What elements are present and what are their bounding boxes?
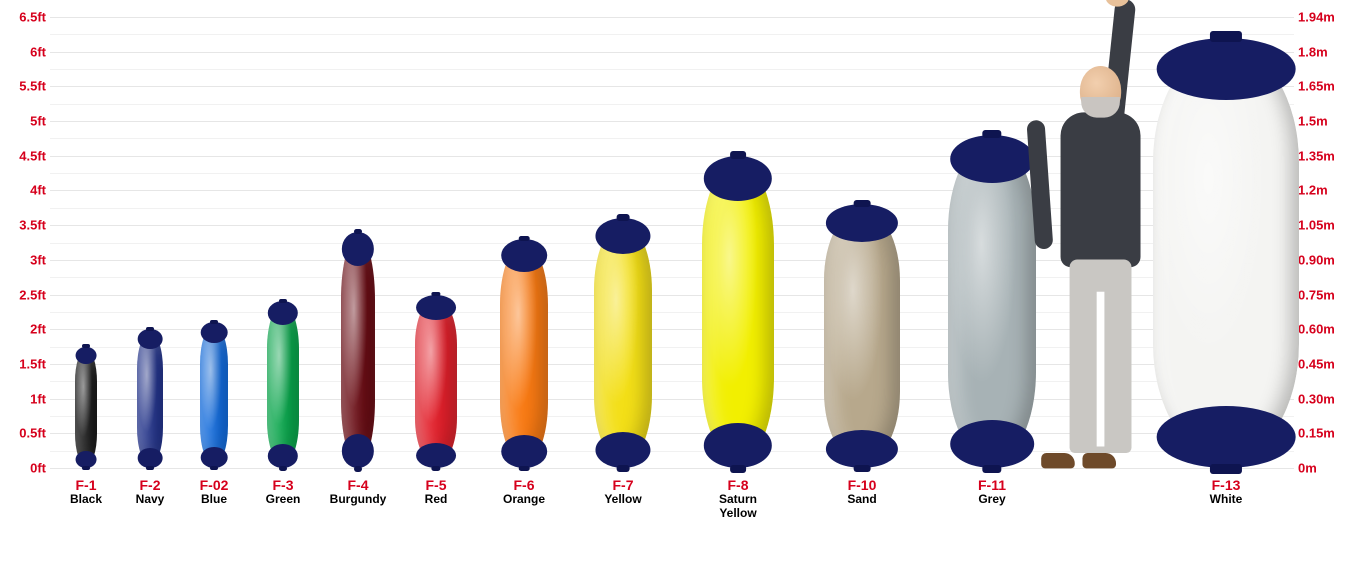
item-label: F-1Black <box>70 478 102 507</box>
item-label: F-02Blue <box>200 478 229 507</box>
fender-f-02 <box>200 322 228 468</box>
item-name: Grey <box>978 493 1006 506</box>
fender-f-3 <box>267 301 299 468</box>
axis-left-label: 3ft <box>30 252 46 267</box>
item-label: F-2Navy <box>136 478 165 507</box>
item-name: Orange <box>503 493 545 506</box>
axis-right-label: 1.94m <box>1298 10 1335 25</box>
item-name: Burgundy <box>330 493 387 506</box>
item-code: F-4 <box>330 478 387 493</box>
item-label: F-13White <box>1210 478 1243 507</box>
fender-f-6 <box>500 239 548 468</box>
axis-right-label: 1.8m <box>1298 44 1328 59</box>
item-code: F-5 <box>425 478 448 493</box>
axis-left-label: 0ft <box>30 461 46 476</box>
item-code: F-13 <box>1210 478 1243 493</box>
fender-f-13 <box>1153 38 1299 468</box>
fender-f-10 <box>824 204 900 468</box>
item-code: F-10 <box>847 478 876 493</box>
axis-right-label: 1.65m <box>1298 79 1335 94</box>
axis-right-label: 0.15m <box>1298 426 1335 441</box>
axis-right-label: 1.05m <box>1298 218 1335 233</box>
item-label: F-5Red <box>425 478 448 507</box>
item-name: Red <box>425 493 448 506</box>
axis-right-label: 0m <box>1298 461 1317 476</box>
item-label: F-6Orange <box>503 478 545 507</box>
fender-f-11 <box>948 135 1036 468</box>
axis-left-label: 0.5ft <box>19 426 46 441</box>
item-code: F-02 <box>200 478 229 493</box>
axis-right-label: 1.2m <box>1298 183 1328 198</box>
fender-f-4 <box>341 232 375 468</box>
axis-left-label: 3.5ft <box>19 218 46 233</box>
gridline <box>50 52 1294 53</box>
item-code: F-1 <box>70 478 102 493</box>
axis-left-label: 6.5ft <box>19 10 46 25</box>
item-name: SaturnYellow <box>719 493 757 519</box>
fender-f-2 <box>137 329 163 468</box>
gridline-minor <box>50 34 1294 35</box>
person-scale-reference <box>1033 66 1166 585</box>
item-name: Navy <box>136 493 165 506</box>
item-name: Green <box>266 493 301 506</box>
axis-left-label: 5ft <box>30 114 46 129</box>
axis-right-label: 0.90m <box>1298 252 1335 267</box>
axis-left-label: 5.5ft <box>19 79 46 94</box>
axis-left-label: 4ft <box>30 183 46 198</box>
item-label: F-8SaturnYellow <box>719 478 757 520</box>
item-name: Black <box>70 493 102 506</box>
axis-right-label: 1.5m <box>1298 114 1328 129</box>
item-name: White <box>1210 493 1243 506</box>
item-label: F-10Sand <box>847 478 876 507</box>
axis-right-label: 0.60m <box>1298 322 1335 337</box>
item-code: F-8 <box>719 478 757 493</box>
item-code: F-7 <box>604 478 641 493</box>
item-name: Yellow <box>604 493 641 506</box>
axis-left-label: 1.5ft <box>19 356 46 371</box>
item-name: Blue <box>200 493 229 506</box>
item-code: F-3 <box>266 478 301 493</box>
item-code: F-2 <box>136 478 165 493</box>
item-code: F-6 <box>503 478 545 493</box>
item-label: F-4Burgundy <box>330 478 387 507</box>
gridline <box>50 17 1294 18</box>
item-label: F-7Yellow <box>604 478 641 507</box>
item-name: Sand <box>847 493 876 506</box>
item-label: F-3Green <box>266 478 301 507</box>
item-code: F-11 <box>978 478 1006 493</box>
fender-size-chart: 0ft 0.5ft 1ft 1.5ft 2ft 2.5ft 3ft 3.5ft 4ft 4.5ft… <box>0 0 1350 527</box>
axis-right-label: 0.75m <box>1298 287 1335 302</box>
axis-left-label: 1ft <box>30 391 46 406</box>
axis-left-label: 2ft <box>30 322 46 337</box>
axis-left-label: 6ft <box>30 44 46 59</box>
axis-right-label: 0.45m <box>1298 356 1335 371</box>
axis-left-label: 2.5ft <box>19 287 46 302</box>
axis-right-label: 1.35m <box>1298 148 1335 163</box>
item-label: F-11Grey <box>978 478 1006 507</box>
fender-f-7 <box>594 218 652 468</box>
fender-f-8 <box>702 156 774 468</box>
fender-f-1 <box>75 347 97 468</box>
axis-right-label: 0.30m <box>1298 391 1335 406</box>
fender-f-5 <box>415 295 457 468</box>
axis-left-label: 4.5ft <box>19 148 46 163</box>
